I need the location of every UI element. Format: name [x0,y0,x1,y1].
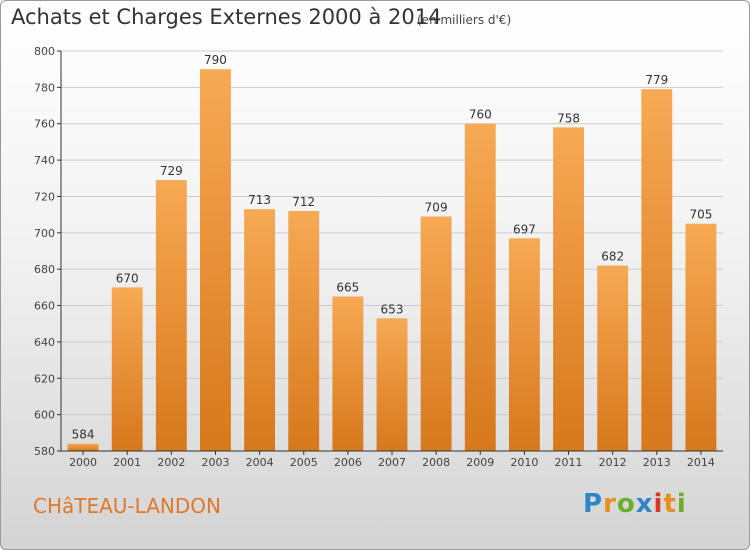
x-tick-label: 2014 [687,456,715,469]
y-tick-label: 660 [34,300,55,313]
bar [376,318,408,451]
data-label: 760 [469,108,492,122]
y-tick-label: 740 [34,154,55,167]
axes [57,50,723,455]
bar [420,216,452,451]
bar [67,443,99,451]
y-tick-label: 700 [34,227,55,240]
logo-letter: P [583,489,604,519]
x-tick-label: 2010 [510,456,538,469]
data-label: 665 [336,280,359,294]
data-label: 682 [601,250,624,264]
data-label: 584 [72,428,95,442]
x-tick-label: 2009 [466,456,494,469]
data-label: 779 [645,73,668,87]
data-label: 653 [381,302,404,316]
town-name: CHâTEAU-LANDON [33,494,221,518]
data-label: 697 [513,222,536,236]
bar [685,223,717,451]
x-tick-label: 2007 [378,456,406,469]
y-tick-label: 580 [34,445,55,458]
x-tick-label: 2003 [201,456,229,469]
x-tick-label: 2001 [113,456,141,469]
logo-letter: i [676,489,687,519]
chart-title: Achats et Charges Externes 2000 à 2014 [11,5,442,29]
y-tick-label: 800 [34,45,55,58]
x-tick-label: 2006 [334,456,362,469]
y-tick-label: 780 [34,81,55,94]
bar [111,287,143,451]
logo-letter: r [603,489,617,519]
data-label: 729 [160,164,183,178]
data-label: 712 [292,195,315,209]
data-label: 709 [425,200,448,214]
x-tick-label: 2013 [643,456,671,469]
data-label: 713 [248,193,271,207]
x-tick-label: 2004 [246,456,274,469]
chart-subtitle: (en milliers d'€) [417,13,512,27]
bar [332,296,364,451]
data-label: 705 [689,208,712,222]
bar [244,209,276,451]
y-tick-label: 600 [34,409,55,422]
proxiti-logo[interactable]: Proxiti [583,489,687,519]
x-tick-label: 2008 [422,456,450,469]
bar [155,180,187,451]
labels: 580 600 620 640 660 680 700 720 740 760 780 800 584 2… [34,45,715,469]
y-tick-label: 620 [34,372,55,385]
logo-letter: i [653,489,664,519]
x-tick-label: 2002 [157,456,185,469]
bar [597,265,629,451]
bar [200,69,231,451]
bar [553,127,584,451]
bar [288,211,320,451]
bar [508,238,540,451]
y-tick-label: 680 [34,263,55,276]
bar [641,89,673,451]
x-tick-label: 2011 [555,456,583,469]
x-tick-label: 2005 [290,456,318,469]
x-tick-label: 2012 [599,456,627,469]
logo-letter: o [616,489,636,519]
bars [67,69,717,452]
y-tick-label: 760 [34,118,55,131]
data-label: 670 [116,271,139,285]
data-label: 758 [557,111,580,125]
y-tick-label: 720 [34,190,55,203]
logo-letter: x [635,489,654,519]
x-tick-label: 2000 [69,456,97,469]
data-label: 790 [204,53,227,67]
logo-letter: t [663,489,677,519]
bar [464,123,496,452]
y-tick-label: 640 [34,336,55,349]
